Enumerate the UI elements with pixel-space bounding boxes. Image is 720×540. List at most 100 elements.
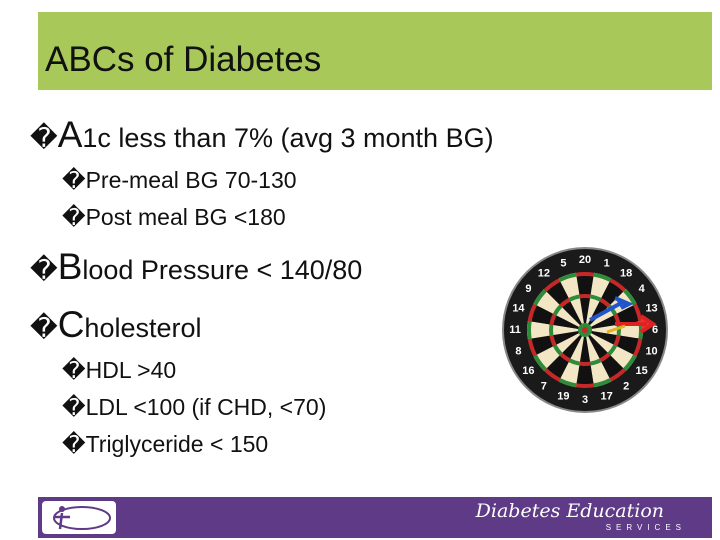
treble-ring [552, 344, 563, 356]
board-number: 6 [652, 324, 658, 336]
double-ring [543, 278, 561, 292]
treble-ring [607, 344, 618, 356]
board-number: 3 [582, 394, 588, 406]
board-number: 19 [557, 390, 569, 402]
treble-ring [559, 297, 571, 308]
segment [527, 303, 585, 330]
board-number: 13 [645, 302, 657, 314]
treble-ring [599, 297, 611, 308]
sub-bullet-marker: � [62, 357, 86, 383]
sub-bullet-marker: � [62, 204, 86, 230]
brand: Diabetes Education [475, 500, 664, 522]
dartboard: 20 1 18 4 13 6 10 15 2 17 3 19 7 168 11 149 12 5 [502, 247, 668, 413]
sub-bullet: �HDL >40 [62, 352, 510, 389]
double-ring [558, 272, 577, 282]
board-number: 11 [509, 324, 521, 336]
footer: Diabetes Education SERVICES [38, 497, 712, 538]
treble-ring [599, 352, 611, 363]
bullet: �A1c less than 7% (avg 3 month BG) [30, 108, 510, 162]
treble-ring [579, 294, 591, 299]
sub-bullet-text: Triglyceride < 150 [85, 431, 269, 457]
sub-bullet-text: Pre-meal BG 70-130 [85, 167, 297, 193]
double-ring [527, 338, 537, 357]
header: ABCs of Diabetes [38, 12, 712, 90]
double-ring [609, 368, 627, 382]
board-number: 7 [541, 381, 547, 393]
bullet: �Blood Pressure < 140/80 [30, 240, 510, 294]
double-ring [575, 272, 595, 277]
sub-bullet-marker: � [62, 394, 86, 420]
board-number: 17 [601, 390, 613, 402]
bullet-lead: B [57, 246, 83, 287]
double-ring [527, 320, 532, 340]
segment [558, 272, 585, 330]
bullet-list: �A1c less than 7% (avg 3 month BG) �Pre-m… [30, 104, 510, 463]
segment [585, 330, 612, 388]
segment [527, 330, 585, 357]
logo [42, 501, 116, 534]
treble-ring [549, 324, 554, 336]
sub-bullet-text: LDL <100 (if CHD, <70) [85, 394, 327, 420]
double-ring [623, 288, 637, 306]
dart [606, 324, 626, 334]
sub-bullet-marker: � [62, 431, 86, 457]
dart [615, 314, 657, 334]
sub-bullet-marker: � [62, 167, 86, 193]
double-ring [527, 303, 537, 322]
bullet-marker: � [30, 123, 58, 153]
treble-ring [549, 313, 557, 325]
treble-ring [613, 335, 621, 347]
board-number: 15 [636, 365, 648, 377]
segment [585, 330, 643, 357]
bullet: �Cholesterol [30, 298, 510, 352]
treble-ring [590, 294, 602, 302]
board-number: 5 [560, 257, 566, 269]
double-ring [609, 278, 627, 292]
sub-bullet-text: Post meal BG <180 [85, 204, 286, 230]
bullet-text: holesterol [84, 313, 202, 343]
board-number: 8 [515, 346, 521, 358]
treble-ring [552, 304, 563, 316]
double-ring [533, 288, 547, 306]
board-number: 4 [639, 283, 646, 295]
double-ring [533, 354, 547, 372]
board-number: 18 [620, 267, 632, 279]
bullet-marker: � [30, 313, 58, 343]
treble-ring [590, 358, 602, 366]
board-number: 20 [579, 254, 591, 266]
bullseye [582, 327, 588, 333]
sub-bullet: �LDL <100 (if CHD, <70) [62, 389, 510, 426]
bullet-text: 1c less than 7% (avg 3 month BG) [82, 123, 494, 153]
segment [575, 330, 595, 388]
segment [575, 272, 595, 330]
board-number: 2 [623, 381, 629, 393]
treble-ring [568, 294, 580, 302]
double-ring [543, 368, 561, 382]
sub-bullet: �Triglyceride < 150 [62, 426, 510, 463]
bullet-lead: C [57, 304, 85, 345]
segment [585, 303, 643, 330]
double-ring [558, 378, 577, 388]
double-ring [633, 338, 643, 357]
bullet-lead: A [57, 114, 83, 155]
treble-ring [559, 352, 571, 363]
treble-ring [568, 358, 580, 366]
double-ring [623, 354, 637, 372]
board-number: 10 [645, 346, 657, 358]
segment [558, 330, 585, 388]
treble-ring [579, 361, 591, 366]
board-number: 9 [525, 283, 531, 295]
double-ring [633, 303, 643, 322]
sub-bullet: �Pre-meal BG 70-130 [62, 162, 510, 199]
board-number: 12 [538, 267, 550, 279]
segment [585, 272, 612, 330]
double-ring [575, 383, 595, 388]
tagline: SERVICES [605, 523, 686, 532]
bullet-text: lood Pressure < 140/80 [82, 255, 363, 285]
sub-bullet-text: HDL >40 [85, 357, 177, 383]
title: ABCs of Diabetes [45, 40, 322, 79]
dart [589, 296, 634, 322]
sub-bullet: �Post meal BG <180 [62, 199, 510, 236]
treble-ring [549, 335, 557, 347]
